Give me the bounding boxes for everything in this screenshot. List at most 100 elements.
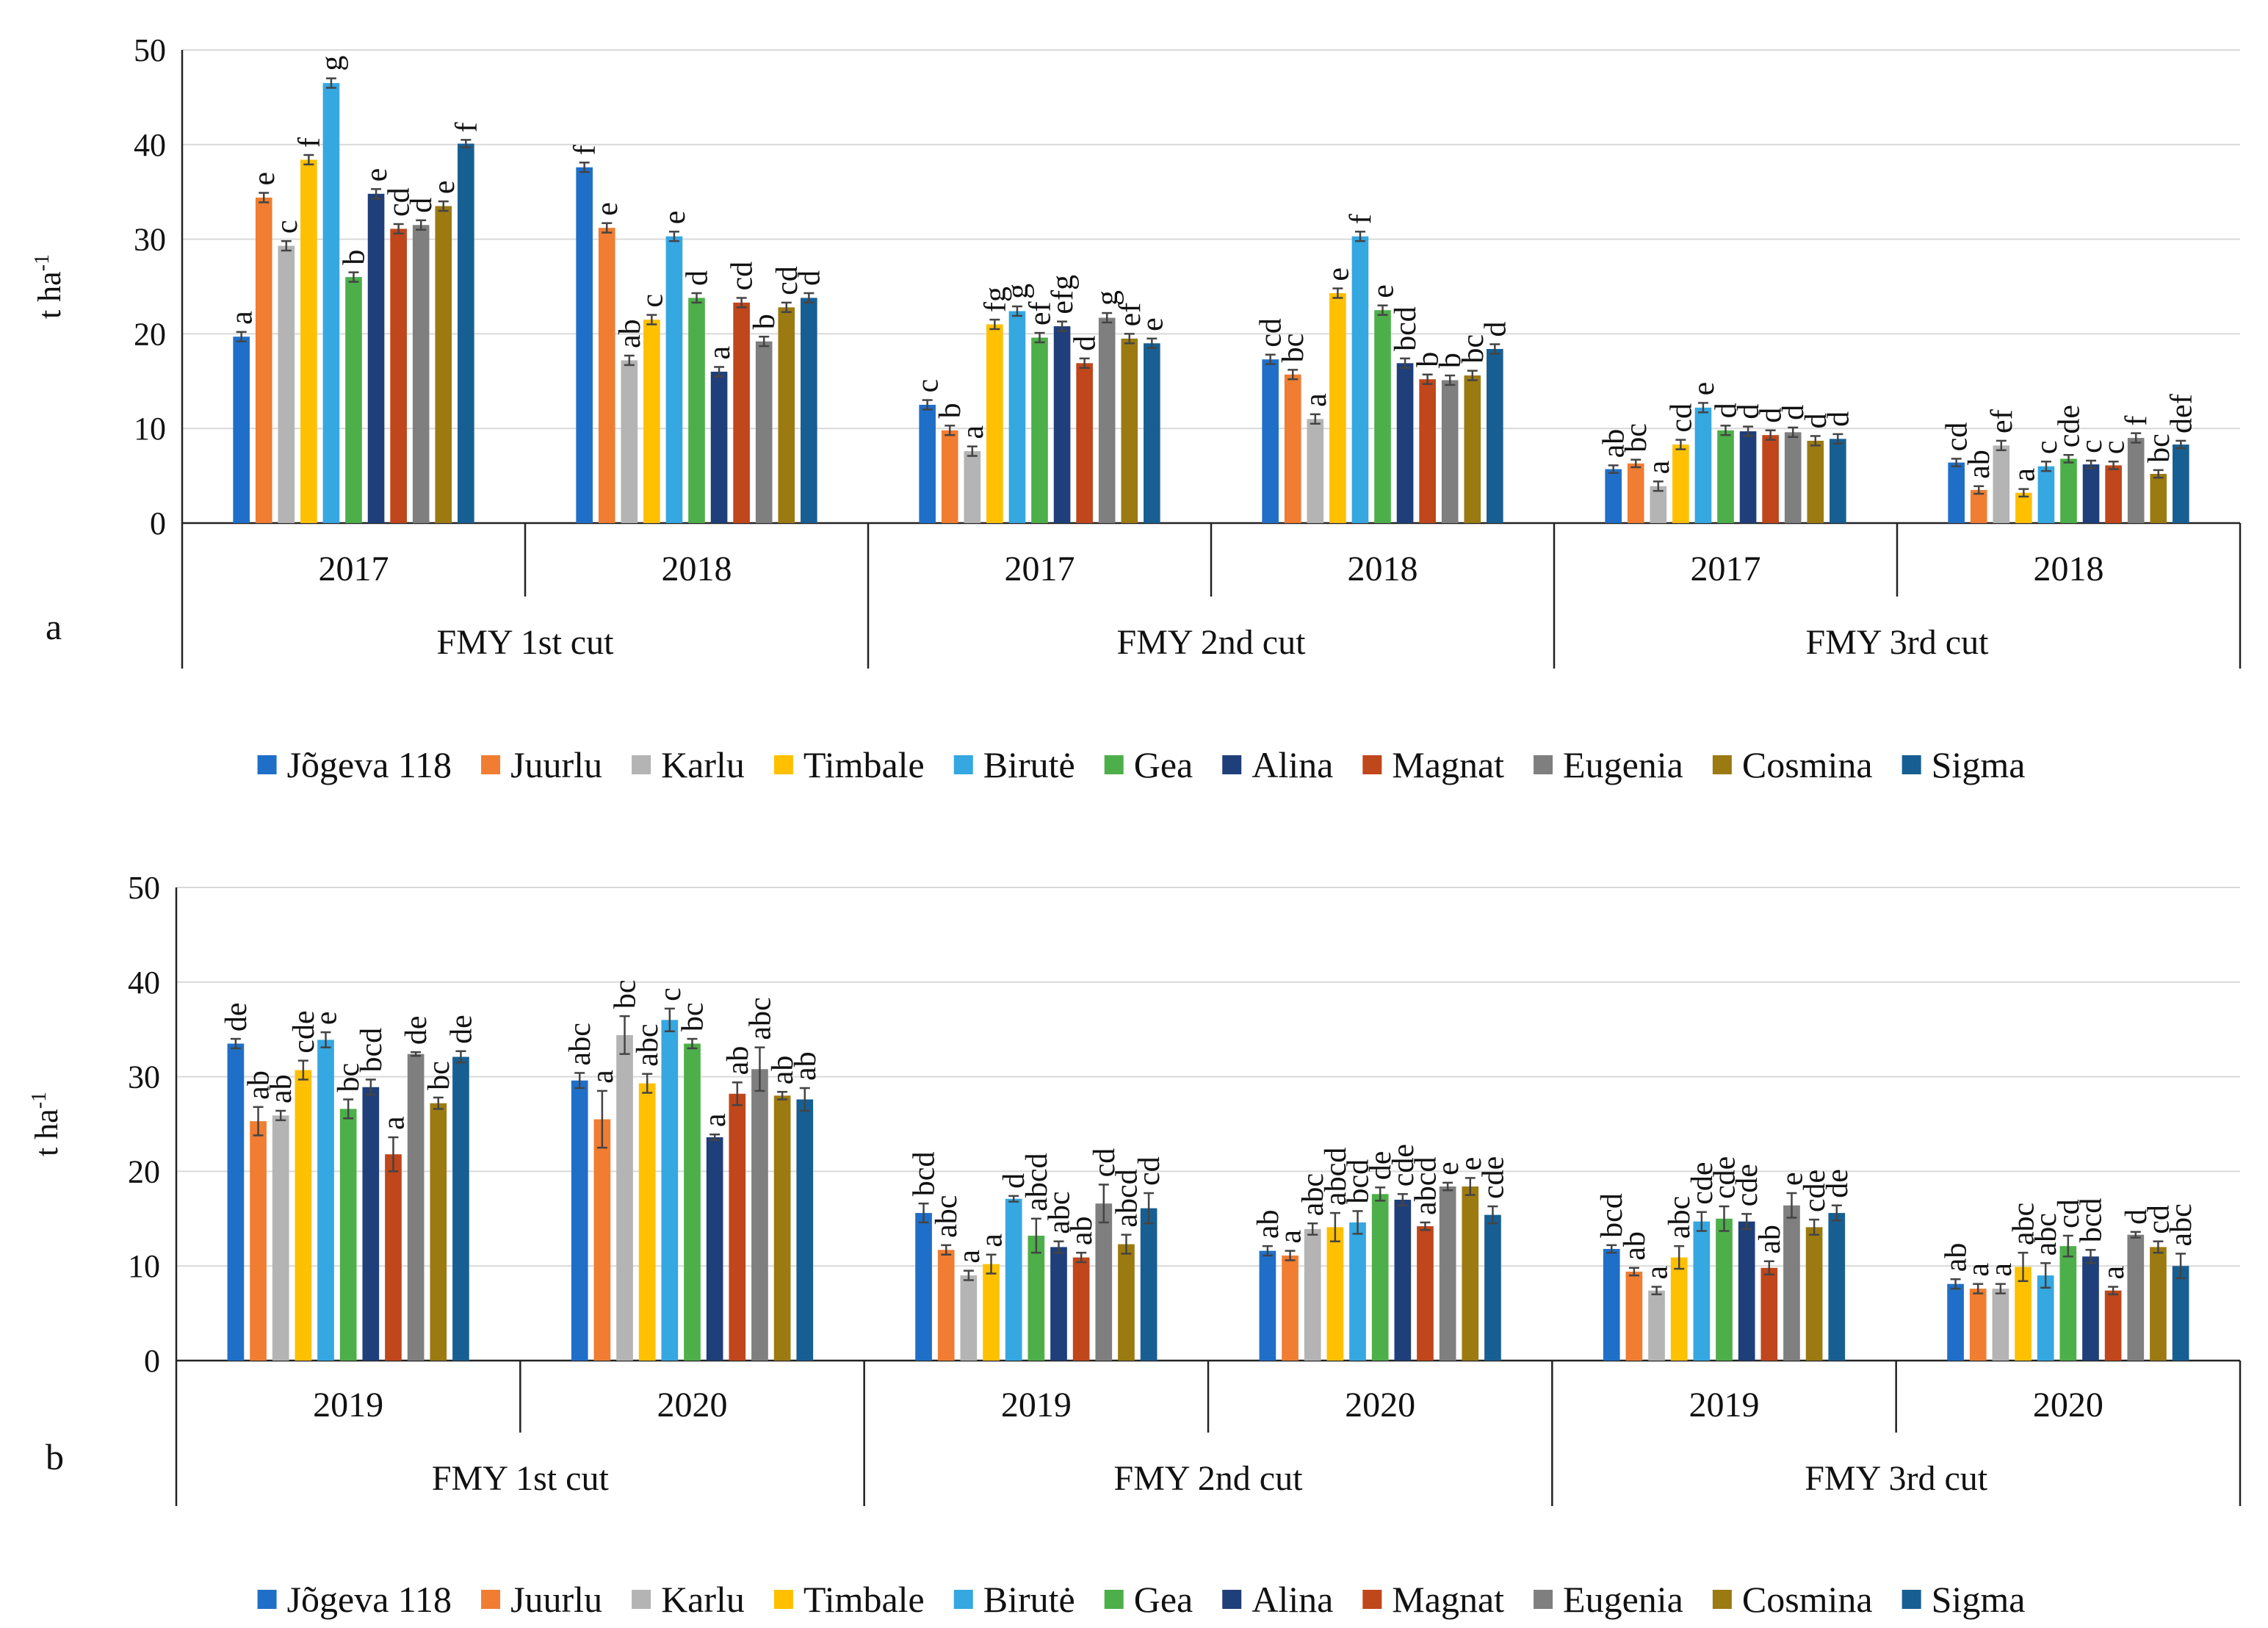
- x-group-label: FMY 2nd cut: [1117, 623, 1307, 662]
- significance-letter: cde: [1798, 1170, 1832, 1212]
- significance-letter: ab: [613, 319, 647, 348]
- legend-label: Gea: [1134, 1579, 1193, 1620]
- bar: [1095, 1203, 1113, 1361]
- significance-letter: ab: [1940, 1243, 1973, 1272]
- significance-letter: d: [1069, 336, 1102, 351]
- y-tick-label: 50: [128, 870, 160, 906]
- legend-swatch: [773, 755, 793, 774]
- significance-letter: ab: [789, 1051, 823, 1081]
- significance-letter: d: [1799, 414, 1833, 429]
- significance-letter: de: [400, 1015, 433, 1045]
- significance-letter: g: [1091, 290, 1124, 306]
- bar: [1008, 311, 1026, 523]
- significance-letter: f: [568, 145, 602, 155]
- significance-letter: a: [1641, 1266, 1675, 1280]
- bar: [773, 1095, 791, 1361]
- legend-label: Magnat: [1392, 1579, 1504, 1620]
- significance-letter: cde: [1387, 1144, 1420, 1186]
- bar: [2037, 466, 2055, 523]
- bar: [1144, 343, 1160, 523]
- bar: [1374, 310, 1391, 523]
- bar: [2082, 1256, 2099, 1361]
- significance-letter: abc: [743, 997, 777, 1040]
- bar: [621, 360, 638, 523]
- y-axis-label-unit: t ha: [32, 271, 68, 319]
- significance-letter: cd: [383, 187, 416, 217]
- legend-swatch: [1362, 1590, 1382, 1609]
- significance-letter: bcd: [908, 1152, 942, 1197]
- significance-letter: abcd: [1110, 1169, 1144, 1227]
- bar: [1349, 1222, 1366, 1361]
- bar: [778, 307, 795, 523]
- significance-letter: bcd: [1595, 1193, 1629, 1238]
- panel-label: a: [46, 606, 62, 647]
- significance-letter: e: [1687, 382, 1721, 396]
- significance-letter: e: [310, 1011, 344, 1025]
- bar: [801, 298, 817, 523]
- legend-swatch: [1222, 755, 1242, 774]
- bar: [300, 159, 317, 523]
- y-tick-label: 0: [150, 505, 166, 541]
- significance-letter: efg: [1046, 275, 1080, 314]
- significance-letter: b: [338, 250, 372, 265]
- significance-letter: d: [792, 270, 826, 286]
- bar: [1738, 1221, 1755, 1361]
- legend-swatch: [1534, 1590, 1553, 1609]
- significance-letter: ab: [264, 1074, 298, 1103]
- x-category-label: 2018: [2034, 550, 2104, 588]
- significance-letter: c: [2075, 439, 2109, 453]
- legend-label: Gea: [1134, 744, 1193, 785]
- significance-letter: ab: [766, 1056, 800, 1085]
- x-category-label: 2017: [1005, 550, 1075, 588]
- bar: [345, 277, 362, 523]
- bar: [1441, 380, 1459, 523]
- significance-letter: cd: [1254, 318, 1288, 347]
- significance-letter: abc: [1663, 1196, 1697, 1239]
- significance-letter: e: [1454, 1157, 1488, 1171]
- bar: [1760, 1267, 1778, 1361]
- significance-letter: g: [315, 56, 349, 71]
- significance-letter: g: [1001, 284, 1035, 299]
- legend-b: Jõgeva 118 Juurlu Karlu Timbale Birutė Gea Ali…: [257, 1579, 2025, 1620]
- bar: [2060, 458, 2077, 523]
- significance-letter: cd: [726, 262, 759, 291]
- significance-letter: cde: [287, 1010, 321, 1053]
- bar: [706, 1137, 723, 1361]
- bar: [295, 1070, 312, 1361]
- significance-letter: ef: [1024, 301, 1058, 325]
- significance-letter: a: [975, 1233, 1009, 1247]
- significance-letter: e: [1367, 284, 1401, 298]
- bar: [1970, 489, 1987, 523]
- bar: [960, 1275, 978, 1361]
- bar: [1603, 1249, 1620, 1361]
- chart-panel-b: 0 10 20 30 40 50 t ha-1 2019 2020 FMY 1st cut 2019…: [28, 870, 2242, 1506]
- significance-letter: d: [405, 198, 438, 213]
- x-category-label: 2019: [1689, 1386, 1760, 1424]
- bar: [1947, 1283, 1964, 1361]
- bar: [1098, 317, 1116, 523]
- bar: [430, 1103, 447, 1361]
- legend-label: Karlu: [661, 1579, 745, 1620]
- bar: [1693, 1221, 1711, 1361]
- legend-label: Timbale: [803, 1579, 925, 1620]
- significance-letter: ab: [1618, 1231, 1652, 1261]
- bar: [255, 197, 272, 523]
- significance-letter: b: [748, 314, 781, 329]
- bar: [593, 1119, 611, 1361]
- bar: [362, 1087, 380, 1361]
- significance-letter: de: [220, 1002, 253, 1031]
- bar: [435, 206, 452, 523]
- legend-label: Juurlu: [510, 744, 602, 785]
- significance-letter: e: [427, 180, 461, 194]
- bar: [1948, 462, 1965, 523]
- legend-swatch: [953, 1590, 973, 1609]
- significance-letter: ab: [242, 1070, 276, 1100]
- bar: [684, 1043, 701, 1361]
- y-tick-label: 20: [134, 316, 166, 352]
- significance-letter: a: [703, 345, 737, 359]
- bar: [452, 1056, 469, 1361]
- legend-label: Jõgeva 118: [287, 744, 452, 785]
- x-group-label: FMY 2nd cut: [1114, 1459, 1304, 1498]
- bar: [964, 451, 981, 523]
